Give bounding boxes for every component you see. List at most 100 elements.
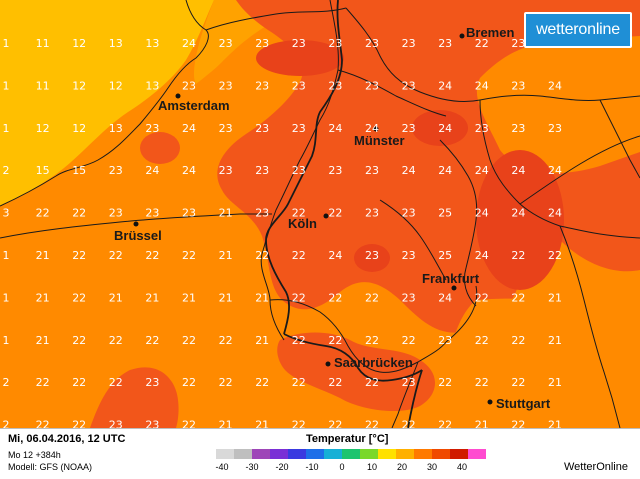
grid-value: 22 <box>292 207 306 220</box>
city-label: Frankfurt <box>422 271 480 286</box>
grid-value: 23 <box>365 249 379 262</box>
grid-value: 13 <box>109 37 123 50</box>
legend-tick-label: 10 <box>366 462 378 472</box>
grid-value: 22 <box>182 419 196 428</box>
grid-value: 24 <box>511 164 525 177</box>
grid-value: 22 <box>475 291 489 304</box>
grid-value: 22 <box>328 376 342 389</box>
grid-value: 11 <box>36 79 50 92</box>
grid-value: 22 <box>182 376 196 389</box>
grid-value: 22 <box>72 249 86 262</box>
city-label: Saarbrücken <box>334 355 413 370</box>
grid-value: 24 <box>438 122 452 135</box>
grid-value: 22 <box>328 334 342 347</box>
grid-value: 22 <box>182 249 196 262</box>
grid-value: 23 <box>365 79 379 92</box>
grid-value: 11 <box>36 37 50 50</box>
grid-value: 23 <box>402 37 416 50</box>
grid-value: 1 <box>3 37 10 50</box>
grid-value: 1 <box>3 291 10 304</box>
grid-value: 23 <box>255 79 269 92</box>
grid-value: 22 <box>292 376 306 389</box>
grid-value: 22 <box>511 249 525 262</box>
grid-value: 23 <box>365 207 379 220</box>
grid-value: 22 <box>548 249 562 262</box>
grid-value: 1 <box>3 249 10 262</box>
legend-swatch <box>432 449 451 459</box>
temperature-hotspot <box>256 40 344 76</box>
grid-value: 21 <box>182 291 196 304</box>
grid-value: 22 <box>145 249 159 262</box>
grid-value: 13 <box>145 37 159 50</box>
grid-value: 1 <box>3 334 10 347</box>
grid-value: 22 <box>36 419 50 428</box>
grid-value: 23 <box>145 207 159 220</box>
grid-value: 13 <box>109 122 123 135</box>
grid-value: 21 <box>219 419 233 428</box>
grid-value: 24 <box>475 207 489 220</box>
temperature-field-warm-south <box>277 332 435 412</box>
grid-value: 23 <box>219 37 233 50</box>
grid-value: 22 <box>219 334 233 347</box>
grid-value: 12 <box>72 122 86 135</box>
grid-value: 22 <box>402 419 416 428</box>
grid-value: 15 <box>36 164 50 177</box>
city-layer: Bremen Amsterdam Münster Köln Brüssel Frankfu… <box>114 25 551 411</box>
grid-value: 24 <box>438 291 452 304</box>
grid-value: 24 <box>182 164 196 177</box>
grid-value: 24 <box>548 79 562 92</box>
grid-value: 24 <box>328 122 342 135</box>
grid-value: 23 <box>182 79 196 92</box>
grid-value: 23 <box>438 334 452 347</box>
grid-value: 23 <box>511 37 525 50</box>
grid-value: 2 <box>3 419 10 428</box>
legend-tick-label: 0 <box>339 462 345 472</box>
grid-value: 23 <box>328 37 342 50</box>
grid-value: 23 <box>292 122 306 135</box>
legend-swatch <box>468 449 486 459</box>
grid-value: 25 <box>438 207 452 220</box>
grid-value: 22 <box>292 249 306 262</box>
grid-value: 23 <box>438 37 452 50</box>
grid-value: 15 <box>72 164 86 177</box>
grid-value: 1 <box>3 79 10 92</box>
grid-value: 23 <box>145 419 159 428</box>
grid-value: 22 <box>365 376 379 389</box>
grid-value: 23 <box>511 122 525 135</box>
grid-value: 23 <box>402 79 416 92</box>
grid-value: 22 <box>475 37 489 50</box>
grid-value: 23 <box>292 79 306 92</box>
grid-value: 22 <box>402 334 416 347</box>
grid-value: 24 <box>475 79 489 92</box>
grid-value: 22 <box>255 249 269 262</box>
grid-value: 12 <box>109 79 123 92</box>
legend-swatch <box>360 449 379 459</box>
city-label: Stuttgart <box>496 396 551 411</box>
legend-swatch <box>450 449 469 459</box>
grid-value: 23 <box>328 79 342 92</box>
grid-value: 23 <box>365 37 379 50</box>
city-label: Köln <box>288 216 317 231</box>
forecast-date: Mi, 06.04.2016, 12 UTC <box>8 433 126 445</box>
legend-swatch <box>306 449 325 459</box>
grid-value: 22 <box>255 376 269 389</box>
grid-value: 24 <box>475 164 489 177</box>
grid-value: 23 <box>255 164 269 177</box>
grid-value: 21 <box>548 334 562 347</box>
city-marker <box>325 361 331 367</box>
grid-value: 13 <box>145 79 159 92</box>
legend-swatch <box>396 449 415 459</box>
legend-swatch <box>216 449 235 459</box>
city-marker <box>133 221 139 227</box>
brand-logo: wetteronline <box>524 12 632 48</box>
grid-value: 23 <box>402 376 416 389</box>
temperature-grid-layer: 1111213132423232323232323222324111121213… <box>3 37 563 428</box>
grid-value: 24 <box>182 122 196 135</box>
grid-value: 24 <box>548 164 562 177</box>
grid-value: 22 <box>109 334 123 347</box>
forecast-run: Mo 12 +384h <box>8 450 61 460</box>
city-label: Amsterdam <box>158 98 230 113</box>
grid-value: 24 <box>145 164 159 177</box>
grid-value: 22 <box>438 419 452 428</box>
city-marker <box>323 213 329 219</box>
